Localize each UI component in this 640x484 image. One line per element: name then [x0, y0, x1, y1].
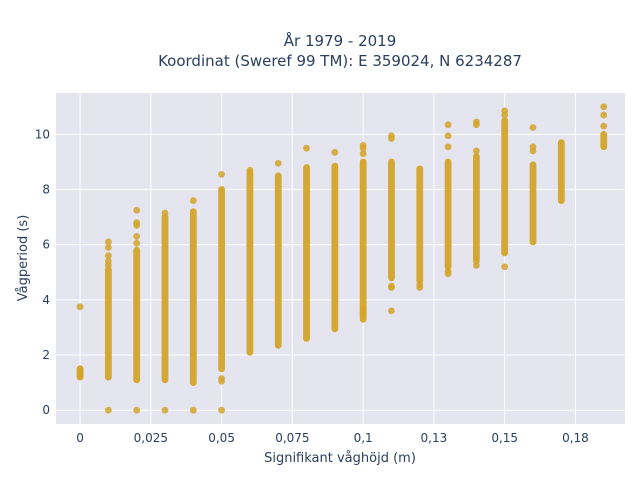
data-point — [600, 111, 608, 119]
data-point — [444, 132, 452, 140]
data-point — [388, 132, 395, 140]
data-point — [104, 244, 112, 251]
data-point — [104, 238, 112, 246]
data-point — [303, 144, 310, 152]
data-point — [274, 159, 282, 167]
data-point — [359, 142, 367, 149]
y-tick-labels: 0 2 4 6 8 10 — [35, 127, 50, 417]
plot-area — [56, 93, 625, 424]
x-tick-label: 0,025 — [134, 431, 168, 445]
data-point — [104, 252, 112, 260]
data-point — [444, 143, 452, 151]
data-point — [133, 239, 141, 247]
data-point — [161, 209, 169, 217]
x-tick-label: 0,1 — [354, 431, 373, 445]
data-point — [76, 303, 84, 311]
y-axis-title: Vågperiod (s) — [16, 215, 31, 302]
data-point — [76, 372, 84, 380]
data-point — [600, 122, 608, 130]
x-tick-label: 0 — [76, 431, 84, 445]
chart-title-line-2: Koordinat (Sweref 99 TM): E 359024, N 62… — [158, 52, 522, 70]
data-point — [444, 121, 452, 129]
data-point — [104, 257, 112, 265]
x-tick-label: 0,18 — [562, 431, 589, 445]
data-point — [416, 281, 424, 289]
data-point — [218, 170, 226, 178]
data-points — [76, 103, 608, 414]
y-tick-label: 0 — [42, 403, 50, 417]
data-point — [529, 143, 537, 151]
data-point — [388, 307, 395, 315]
data-point — [359, 310, 367, 318]
data-point — [472, 257, 480, 265]
y-tick-label: 2 — [42, 348, 50, 362]
data-point — [133, 406, 141, 414]
y-tick-label: 10 — [35, 127, 50, 141]
x-axis-title: Signifikant våghöjd (m) — [264, 451, 416, 466]
data-point — [472, 118, 480, 126]
data-point — [161, 406, 169, 414]
data-point — [189, 197, 197, 204]
data-point — [501, 107, 509, 115]
data-point — [388, 282, 395, 290]
data-point — [218, 375, 226, 382]
data-point — [104, 406, 112, 414]
x-tick-label: 0,075 — [275, 431, 309, 445]
data-point — [600, 103, 608, 111]
x-tick-labels: 0 0,025 0,05 0,075 0,1 0,13 0,15 0,18 — [76, 431, 589, 445]
data-point — [189, 406, 197, 414]
data-point — [472, 147, 480, 155]
chart-title-line-1: År 1979 - 2019 — [284, 31, 397, 50]
y-tick-label: 4 — [42, 293, 50, 307]
data-point — [501, 263, 509, 271]
y-tick-label: 6 — [42, 238, 50, 252]
data-point — [218, 406, 226, 414]
y-tick-label: 8 — [42, 183, 50, 197]
data-point — [529, 124, 537, 131]
data-point — [331, 148, 339, 156]
data-point — [444, 267, 452, 275]
data-point — [133, 219, 141, 227]
data-point — [359, 150, 367, 158]
x-tick-label: 0,15 — [491, 431, 518, 445]
x-tick-label: 0,13 — [421, 431, 448, 445]
data-point — [133, 206, 141, 214]
data-point — [246, 166, 254, 174]
x-tick-label: 0,05 — [208, 431, 235, 445]
data-point — [133, 233, 141, 240]
data-point — [359, 304, 367, 312]
